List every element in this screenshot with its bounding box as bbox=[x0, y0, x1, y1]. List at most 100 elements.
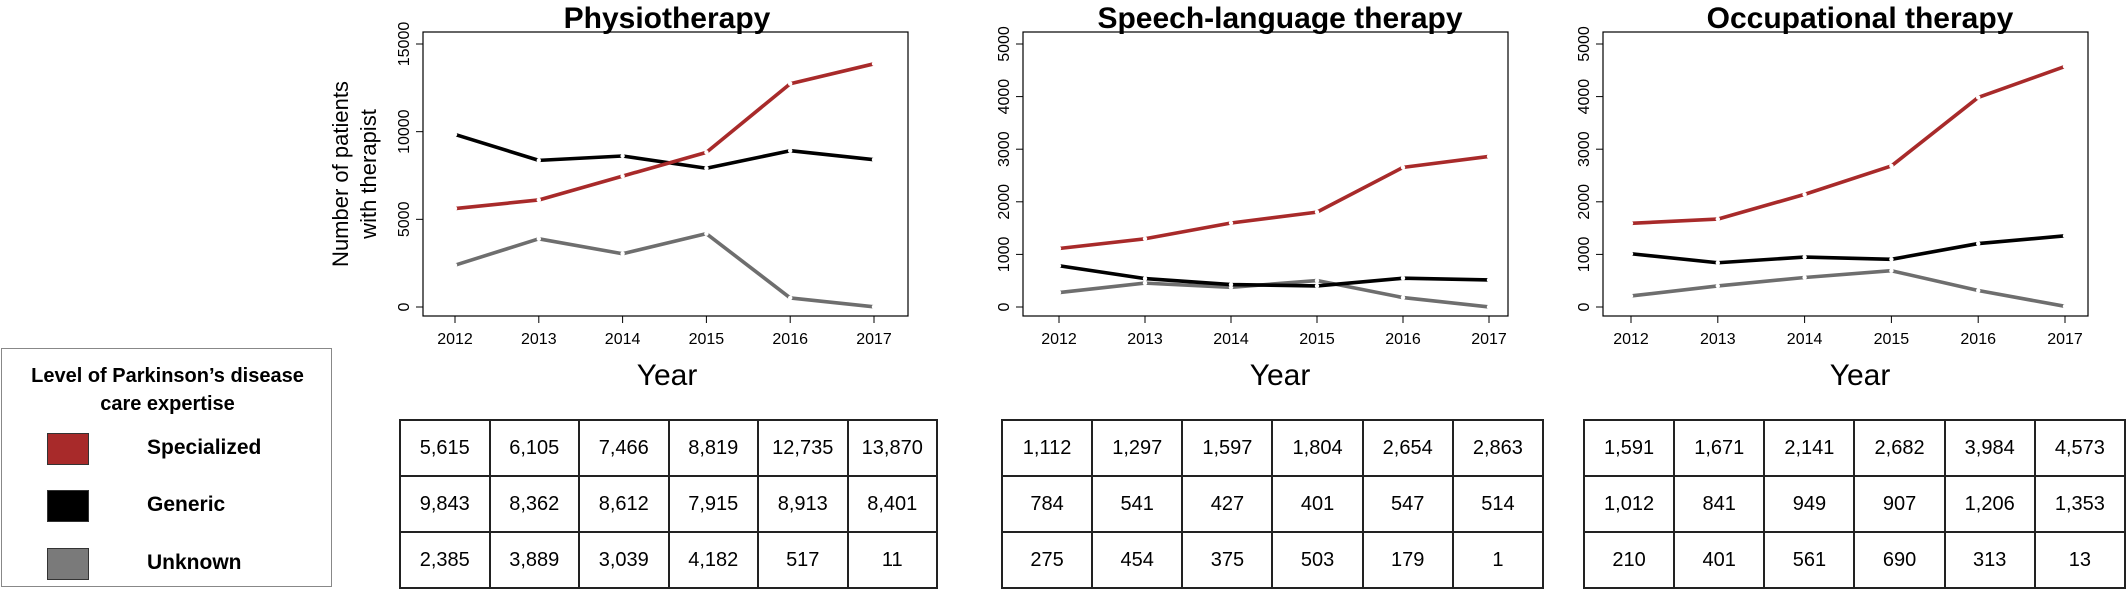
table-cell: 8,612 bbox=[578, 475, 670, 533]
occupational-therapy-point-unknown bbox=[1628, 293, 1634, 299]
physiotherapy-ylabel-line: with therapist bbox=[356, 109, 381, 240]
speech-language-therapy-point-specialized bbox=[1228, 220, 1234, 226]
occupational-therapy-series-specialized bbox=[1630, 64, 2066, 226]
legend-swatch-generic bbox=[47, 490, 89, 522]
speech-language-therapy-title: Speech-language therapy bbox=[1097, 2, 1462, 35]
speech-language-therapy-point-generic bbox=[1400, 276, 1406, 281]
physiotherapy-point-generic bbox=[452, 132, 458, 137]
physiotherapy-ytick-label: 5000 bbox=[396, 201, 413, 237]
legend-title-line1: Level of Parkinson’s disease bbox=[31, 365, 304, 387]
table-cell: 8,913 bbox=[757, 475, 849, 533]
table-cell: 313 bbox=[1943, 531, 2036, 589]
physiotherapy-point-specialized bbox=[452, 206, 458, 211]
table-cell: 6,105 bbox=[488, 419, 580, 477]
table-cell: 8,401 bbox=[846, 475, 938, 533]
legend-swatch-unknown bbox=[47, 548, 89, 580]
legend-label-generic: Generic bbox=[147, 493, 226, 516]
table-cell: 949 bbox=[1763, 475, 1856, 533]
occupational-therapy-point-generic bbox=[2062, 233, 2068, 239]
table-cell: 3,984 bbox=[1943, 419, 2036, 477]
table-cell: 1,112 bbox=[1000, 419, 1094, 477]
physiotherapy-point-unknown bbox=[452, 262, 458, 268]
speech-language-therapy-point-generic bbox=[1486, 277, 1492, 283]
table-row: 784 541 427 401 547 514 bbox=[1000, 475, 1545, 533]
speech-language-therapy-point-unknown bbox=[1486, 304, 1492, 310]
occupational-therapy-plot-frame bbox=[1602, 31, 2089, 317]
legend-item-generic: Generic bbox=[47, 490, 317, 524]
table-cell: 4,573 bbox=[2033, 419, 2127, 477]
occupational-therapy-ytick-label: 3000 bbox=[1576, 131, 1593, 167]
table-cell: 2,654 bbox=[1361, 419, 1454, 477]
physiotherapy-plot-frame bbox=[422, 31, 909, 317]
physiotherapy-ytick-label: 15000 bbox=[396, 22, 413, 67]
speech-language-therapy-point-unknown bbox=[1314, 278, 1320, 283]
occupational-therapy-point-generic bbox=[1628, 251, 1634, 256]
legend: Level of Parkinson’s disease care expert… bbox=[1, 348, 332, 587]
physiotherapy-point-specialized bbox=[871, 61, 877, 67]
table-cell: 401 bbox=[1673, 531, 1766, 589]
table-cell: 1,671 bbox=[1673, 419, 1766, 477]
speech-language-therapy-xtick-label: 2014 bbox=[1213, 331, 1249, 348]
physiotherapy-table: 5,615 6,105 7,466 8,819 12,735 13,870 9,843 8,3… bbox=[399, 419, 938, 589]
table-cell: 3,889 bbox=[488, 531, 580, 589]
table-cell: 547 bbox=[1361, 475, 1454, 533]
physiotherapy-ytick-label: 0 bbox=[396, 302, 413, 311]
table-cell: 210 bbox=[1582, 531, 1676, 589]
table-cell: 7,915 bbox=[667, 475, 759, 533]
table-row: 9,843 8,362 8,612 7,915 8,913 8,401 bbox=[399, 475, 938, 533]
legend-title: Level of Parkinson’s disease care expert… bbox=[2, 362, 333, 418]
speech-language-therapy-series-specialized bbox=[1058, 154, 1490, 251]
legend-item-specialized: Specialized bbox=[47, 433, 317, 467]
physiotherapy-xtick-label: 2013 bbox=[521, 331, 557, 348]
physiotherapy-xtick-label: 2015 bbox=[689, 331, 725, 348]
table-cell: 517 bbox=[757, 531, 849, 589]
table-cell: 1,206 bbox=[1943, 475, 2036, 533]
speech-language-therapy-ytick-label: 2000 bbox=[996, 184, 1013, 220]
table-cell: 13,870 bbox=[846, 419, 938, 477]
physiotherapy-xtick-label: 2017 bbox=[856, 331, 892, 348]
speech-language-therapy-xtick-label: 2012 bbox=[1041, 331, 1077, 348]
speech-language-therapy-xlabel: Year bbox=[1250, 359, 1311, 392]
physiotherapy-ylabel: Number of patients with therapist bbox=[328, 81, 381, 267]
table-cell: 2,682 bbox=[1853, 419, 1946, 477]
occupational-therapy-point-specialized bbox=[1715, 216, 1721, 222]
table-cell: 12,735 bbox=[757, 419, 849, 477]
table-row: 1,112 1,297 1,597 1,804 2,654 2,863 bbox=[1000, 419, 1545, 477]
occupational-therapy-point-generic bbox=[1889, 257, 1894, 262]
occupational-therapy-xtick-label: 2016 bbox=[1960, 331, 1996, 348]
occupational-therapy-ytick-label: 1000 bbox=[1576, 237, 1593, 273]
table-row: 1,591 1,671 2,141 2,682 3,984 4,573 bbox=[1582, 419, 2127, 477]
physiotherapy-point-unknown bbox=[871, 304, 877, 310]
occupational-therapy-point-unknown bbox=[1976, 288, 1981, 293]
table-cell: 8,819 bbox=[667, 419, 759, 477]
table-cell: 11 bbox=[846, 531, 938, 589]
legend-label-specialized: Specialized bbox=[147, 436, 262, 459]
speech-language-therapy-point-unknown bbox=[1400, 295, 1406, 300]
physiotherapy-xlabel: Year bbox=[637, 359, 698, 392]
physiotherapy-series-unknown bbox=[454, 231, 875, 309]
occupational-therapy-point-unknown bbox=[1802, 275, 1807, 280]
occupational-therapy-point-specialized bbox=[1628, 221, 1634, 226]
speech-language-therapy-xtick-label: 2015 bbox=[1299, 331, 1335, 348]
physiotherapy-point-specialized bbox=[620, 173, 625, 179]
speech-language-therapy-plot-frame bbox=[1022, 31, 1509, 317]
occupational-therapy-series-generic bbox=[1630, 234, 2066, 265]
occupational-therapy-xlabel: Year bbox=[1830, 359, 1891, 392]
speech-language-therapy-point-generic bbox=[1142, 276, 1148, 281]
occupational-therapy-title: Occupational therapy bbox=[1707, 2, 2014, 35]
table-row: 210 401 561 690 313 13 bbox=[1582, 531, 2127, 589]
occupational-therapy-point-generic bbox=[1976, 241, 1981, 246]
occupational-therapy-ytick-label: 0 bbox=[1576, 302, 1593, 311]
table-row: 1,012 841 949 907 1,206 1,353 bbox=[1582, 475, 2127, 533]
occupational-therapy-point-unknown bbox=[2062, 304, 2068, 309]
physiotherapy-series-generic bbox=[454, 132, 875, 171]
speech-language-table: 1,112 1,297 1,597 1,804 2,654 2,863 784 541 427 4… bbox=[1000, 419, 1545, 589]
speech-language-therapy-ytick-label: 1000 bbox=[996, 237, 1013, 273]
table-row: 2,385 3,889 3,039 4,182 517 11 bbox=[399, 531, 938, 589]
legend-title-line2: care expertise bbox=[100, 393, 235, 415]
physiotherapy-point-unknown bbox=[620, 251, 625, 256]
physiotherapy-point-unknown bbox=[704, 231, 709, 236]
speech-language-therapy-ytick-label: 4000 bbox=[996, 79, 1013, 115]
physiotherapy-ylabel-line: Number of patients bbox=[328, 81, 353, 267]
